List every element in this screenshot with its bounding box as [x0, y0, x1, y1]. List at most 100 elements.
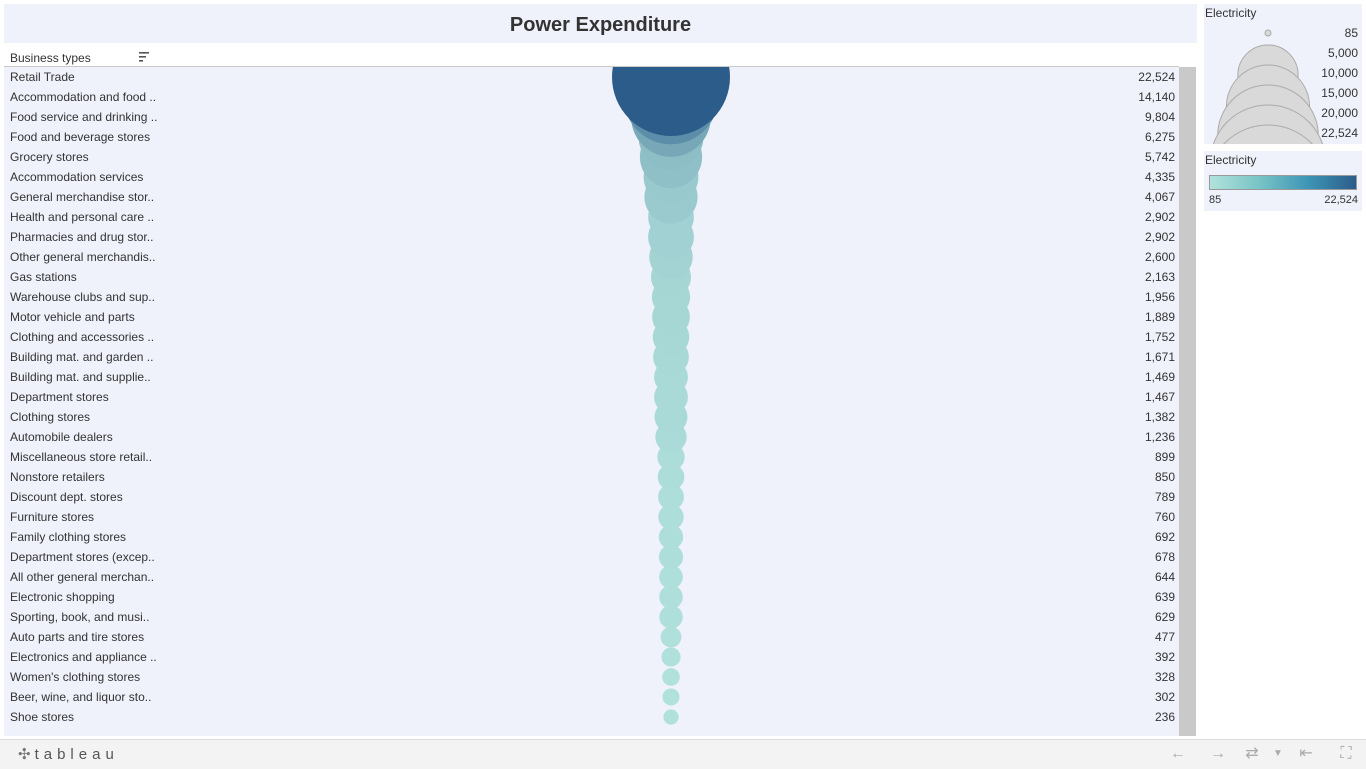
row-value-label: 1,236 — [1144, 430, 1175, 444]
footer-toolbar: ✣ tableau ← → ⇄ ▼ ⇤ ⛶ — [0, 739, 1366, 769]
row-label[interactable]: Sporting, book, and musi.. — [10, 610, 150, 624]
reset-icon[interactable]: ⇤ — [1299, 745, 1313, 762]
scrollbar-top — [1179, 47, 1196, 67]
bubble-mark[interactable] — [662, 668, 680, 686]
row-label[interactable]: Building mat. and supplie.. — [10, 370, 151, 384]
row-value-label: 392 — [1154, 650, 1175, 664]
size-legend-label: 10,000 — [1321, 66, 1358, 80]
row-value-label: 1,671 — [1144, 350, 1175, 364]
size-legend-label: 22,524 — [1321, 126, 1358, 140]
row-label[interactable]: Electronic shopping — [10, 590, 115, 604]
row-label[interactable]: Food and beverage stores — [10, 130, 151, 144]
row-label[interactable]: Department stores — [10, 390, 109, 404]
row-value-label: 629 — [1154, 610, 1175, 624]
row-label[interactable]: Accommodation and food .. — [10, 90, 157, 104]
row-label[interactable]: Furniture stores — [10, 510, 95, 524]
row-value-label: 2,600 — [1144, 250, 1175, 264]
row-label[interactable]: Electronics and appliance .. — [10, 650, 157, 664]
row-value-label: 644 — [1154, 570, 1175, 584]
row-label[interactable]: Health and personal care .. — [10, 210, 155, 224]
row-label[interactable]: Family clothing stores — [10, 530, 127, 544]
revert-icon[interactable]: ⇄ — [1245, 745, 1259, 762]
bubble-mark[interactable] — [660, 626, 682, 648]
row-value-label: 14,140 — [1138, 90, 1175, 104]
row-value-label: 6,275 — [1144, 130, 1175, 144]
dimension-header-label[interactable]: Business types — [10, 51, 91, 65]
bubble-plot — [612, 67, 730, 725]
bubble-mark[interactable] — [658, 504, 684, 530]
color-legend-max: 22,524 — [1324, 194, 1358, 206]
bubble-mark[interactable] — [612, 67, 730, 136]
row-value-label: 2,902 — [1144, 210, 1175, 224]
row-value-label: 328 — [1154, 670, 1175, 684]
row-value-label: 1,469 — [1144, 370, 1175, 384]
bubble-mark[interactable] — [661, 647, 681, 667]
row-label[interactable]: Auto parts and tire stores — [10, 630, 145, 644]
row-label[interactable]: Accommodation services — [10, 170, 144, 184]
row-label[interactable]: Building mat. and garden .. — [10, 350, 154, 364]
row-label[interactable]: Clothing stores — [10, 410, 91, 424]
bubble-mark[interactable] — [658, 544, 684, 570]
row-label[interactable]: Retail Trade — [10, 70, 75, 84]
bubble-mark[interactable] — [659, 605, 683, 629]
title-bar: Power Expenditure — [4, 4, 1197, 43]
row-label[interactable]: Warehouse clubs and sup.. — [10, 290, 155, 304]
bubble-mark[interactable] — [662, 688, 680, 706]
bubble-mark[interactable] — [659, 585, 683, 609]
row-label[interactable]: All other general merchan.. — [10, 570, 155, 584]
color-legend-title: Electricity — [1205, 153, 1257, 167]
redo-icon[interactable]: → — [1210, 745, 1226, 762]
chart-title: Power Expenditure — [509, 14, 692, 36]
bubble-mark[interactable] — [663, 709, 679, 725]
bubble-mark[interactable] — [648, 214, 694, 260]
fullscreen-icon[interactable]: ⛶ — [1340, 745, 1352, 762]
row-label[interactable]: Automobile dealers — [10, 430, 113, 444]
row-label[interactable]: Grocery stores — [10, 150, 89, 164]
row-value-label: 236 — [1154, 710, 1175, 724]
row-label[interactable]: Miscellaneous store retail.. — [10, 450, 153, 464]
row-label[interactable]: Pharmacies and drug stor.. — [10, 230, 154, 244]
row-label[interactable]: Beer, wine, and liquor sto.. — [10, 690, 152, 704]
tableau-logo-text: tableau — [34, 746, 119, 763]
row-label[interactable]: Gas stations — [10, 270, 77, 284]
vertical-scrollbar[interactable] — [1179, 67, 1196, 736]
size-legend-label: 20,000 — [1321, 106, 1358, 120]
row-value-label: 2,902 — [1144, 230, 1175, 244]
row-label[interactable]: Women's clothing stores — [10, 670, 141, 684]
row-label[interactable]: Other general merchandis.. — [10, 250, 156, 264]
row-label[interactable]: Motor vehicle and parts — [10, 310, 135, 324]
row-value-label: 850 — [1154, 470, 1175, 484]
bubble-mark[interactable] — [657, 463, 685, 491]
row-label[interactable]: Clothing and accessories .. — [10, 330, 155, 344]
color-ramp — [1209, 175, 1357, 190]
row-value-label: 1,889 — [1144, 310, 1175, 324]
size-legend-circle — [1264, 29, 1272, 37]
row-label[interactable]: Discount dept. stores — [10, 490, 123, 504]
size-legend-label: 5,000 — [1327, 46, 1358, 60]
row-value-label: 1,752 — [1144, 330, 1175, 344]
size-legend-title: Electricity — [1205, 6, 1257, 20]
row-value-label: 2,163 — [1144, 270, 1175, 284]
chevron-down-icon[interactable]: ▼ — [1273, 748, 1283, 759]
row-label[interactable]: General merchandise stor.. — [10, 190, 155, 204]
row-label[interactable]: Nonstore retailers — [10, 470, 105, 484]
bubble-mark[interactable] — [658, 524, 684, 550]
row-value-label: 789 — [1154, 490, 1175, 504]
row-value-label: 1,467 — [1144, 390, 1175, 404]
row-value-label: 692 — [1154, 530, 1175, 544]
row-label[interactable]: Department stores (excep.. — [10, 550, 155, 564]
color-legend-min: 85 — [1209, 194, 1222, 206]
bubble-mark[interactable] — [658, 484, 684, 510]
sort-icon[interactable] — [137, 51, 151, 63]
row-label[interactable]: Shoe stores — [10, 710, 75, 724]
row-value-label: 5,742 — [1144, 150, 1175, 164]
row-label[interactable]: Food service and drinking .. — [10, 110, 158, 124]
row-value-label: 477 — [1154, 630, 1175, 644]
tableau-logo[interactable]: ✣ tableau — [18, 745, 119, 763]
row-value-label: 4,335 — [1144, 170, 1175, 184]
undo-icon[interactable]: ← — [1170, 745, 1186, 762]
row-value-label: 4,067 — [1144, 190, 1175, 204]
size-legend-shapes — [1212, 29, 1324, 144]
row-value-label: 22,524 — [1138, 70, 1175, 84]
bubble-mark[interactable] — [659, 565, 683, 589]
